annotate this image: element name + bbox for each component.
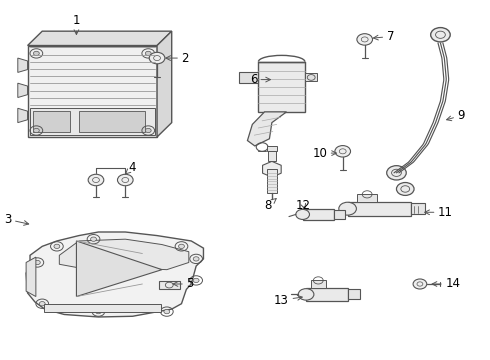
Text: 1: 1: [73, 14, 80, 35]
Text: 10: 10: [312, 147, 337, 159]
Bar: [267, 146, 277, 150]
Bar: [303, 209, 334, 220]
Bar: [305, 73, 317, 81]
Circle shape: [146, 129, 151, 133]
Text: 6: 6: [250, 73, 270, 86]
Text: 5: 5: [173, 278, 194, 291]
Text: 3: 3: [4, 213, 29, 226]
Polygon shape: [27, 31, 172, 45]
Circle shape: [33, 129, 39, 133]
Bar: [267, 169, 277, 193]
Circle shape: [413, 279, 427, 289]
Polygon shape: [27, 45, 157, 137]
Text: 14: 14: [432, 278, 460, 291]
Circle shape: [193, 257, 199, 261]
Polygon shape: [239, 72, 258, 83]
Circle shape: [387, 166, 406, 180]
Bar: [30, 108, 155, 135]
Circle shape: [34, 260, 40, 265]
Polygon shape: [76, 241, 162, 297]
Circle shape: [96, 310, 101, 314]
Polygon shape: [18, 58, 27, 72]
Circle shape: [149, 52, 165, 64]
Polygon shape: [311, 280, 326, 288]
Circle shape: [54, 244, 60, 248]
Text: 8: 8: [265, 199, 276, 212]
Polygon shape: [159, 282, 180, 289]
Circle shape: [296, 210, 310, 220]
Text: 11: 11: [425, 206, 453, 219]
Text: 12: 12: [296, 199, 311, 212]
Bar: [44, 305, 161, 312]
Bar: [334, 210, 345, 219]
Circle shape: [339, 202, 356, 215]
Polygon shape: [59, 239, 189, 270]
Polygon shape: [247, 112, 287, 146]
Polygon shape: [26, 232, 203, 317]
Circle shape: [33, 51, 39, 55]
Polygon shape: [357, 194, 377, 202]
Text: 7: 7: [373, 30, 394, 43]
Bar: [33, 111, 70, 132]
Text: 13: 13: [274, 294, 302, 307]
Text: 2: 2: [166, 51, 189, 64]
Circle shape: [91, 237, 97, 241]
Bar: [268, 150, 276, 161]
Circle shape: [146, 51, 151, 55]
Polygon shape: [263, 161, 281, 177]
Circle shape: [298, 289, 314, 300]
Polygon shape: [18, 83, 27, 98]
Text: 9: 9: [446, 109, 465, 122]
Bar: [347, 202, 411, 216]
Circle shape: [164, 310, 170, 314]
Bar: [306, 288, 347, 301]
Circle shape: [357, 34, 372, 45]
Circle shape: [396, 183, 414, 195]
Bar: [258, 62, 305, 112]
Circle shape: [88, 174, 104, 186]
Circle shape: [178, 244, 184, 248]
Polygon shape: [157, 31, 171, 137]
Circle shape: [335, 145, 350, 157]
Polygon shape: [18, 108, 27, 123]
Circle shape: [39, 302, 45, 306]
Circle shape: [118, 174, 133, 186]
Circle shape: [431, 28, 450, 42]
Bar: [347, 289, 360, 300]
Bar: [79, 111, 145, 132]
Polygon shape: [26, 257, 36, 297]
Bar: [411, 203, 425, 214]
Text: 4: 4: [125, 161, 136, 174]
Circle shape: [193, 278, 199, 283]
